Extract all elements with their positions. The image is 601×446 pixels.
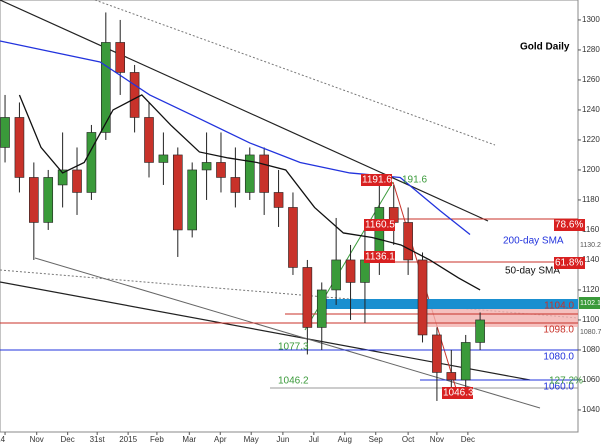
candle-body [302,267,313,328]
x-tick-label: Dec [461,435,475,444]
x-tick-label: Sep [369,435,384,444]
candle-body [72,169,82,193]
annotation: 191.6 [402,175,427,186]
trendline [34,257,541,409]
y-tick-label: 1260 [582,75,600,84]
candle-body [259,154,269,193]
x-tick-label: 2015 [119,435,137,444]
level-label: 1060.0 [543,382,574,393]
annotation: 1191.6 [362,175,392,186]
candle-body [244,154,255,193]
candle-body [230,177,241,193]
candle-body [475,319,485,343]
annotation-box [554,257,585,269]
candle-body [331,259,341,291]
x-tick-label: Nov [430,435,444,444]
candle-body [403,222,413,261]
annotation-box [364,219,395,231]
series-label: 50-day SMA [505,266,560,277]
y-tick-label: 1240 [582,105,600,114]
candle-body [29,177,39,223]
candle-body [187,169,197,231]
y-tick-label: 1300 [582,15,600,24]
y-tick-label: 1160 [582,225,600,234]
x-tick-label: Jun [276,435,289,444]
candle-body [86,132,97,193]
candle-body [14,117,25,178]
annotation: 1046.3 [443,388,474,399]
y-tick-label: 1080 [582,345,600,354]
candle-body [172,154,183,231]
candle-body [446,372,457,381]
x-tick-label: Oct [402,435,415,444]
x-tick-label: Apr [214,435,227,444]
x-tick-label: Dec [61,435,75,444]
annotation: 1136.1 [365,252,395,263]
chart-title: Gold Daily [520,42,570,53]
candle-body [273,192,284,208]
trendline [0,0,489,222]
annotation: 127.2% [549,376,583,387]
x-tick-label: May [244,435,259,444]
level-label: 1080.0 [543,352,574,363]
candle-body [417,259,428,336]
y-tick-label: 1140 [582,255,600,264]
candle-body [144,117,154,163]
annotation: 1046.2 [278,376,309,387]
candle-body [360,259,370,283]
candle-body [129,72,140,118]
annotation: 61.8% [555,258,583,269]
x-tick-label: Mar [182,435,196,444]
annotation: 1080.7 [580,329,601,336]
sma-line [18,94,481,291]
annotation: 1130.2 [580,242,601,249]
level-label: 1098.0 [543,325,574,336]
candle-body [101,42,111,133]
candle-body [0,117,10,148]
y-tick-label: 1120 [582,285,600,294]
candle-body [288,207,298,268]
candle-body [57,169,68,186]
candle-body [158,154,169,163]
annotation-box [364,251,395,263]
sma-line [0,40,471,235]
y-tick-label: 1280 [582,45,600,54]
trendline [94,0,496,146]
y-tick-label: 1100 [582,315,600,324]
y-tick-label: 1200 [582,165,600,174]
series-label: 200-day SMA [503,236,564,247]
candle-body [115,42,126,73]
trendline [0,269,579,319]
x-tick-label: Nov [30,435,44,444]
y-tick-label: 1220 [582,135,600,144]
x-tick-label: 014 [0,435,6,444]
annotation: 1077.3 [278,342,309,353]
level-label: 1104.0 [544,301,574,312]
candle-body [432,334,442,373]
x-tick-label: 31st [90,435,106,444]
annotation-box [442,387,473,399]
zone [325,299,578,309]
candle-body [216,162,226,178]
y-tick-label: 1180 [582,195,600,204]
candle-body [460,342,471,381]
candle-body [201,162,212,171]
annotation: 78.6% [555,220,583,231]
annotation-box [361,174,392,186]
annotation: 1160.5 [365,220,395,231]
candle-body [43,177,54,223]
y-tick-label: 1060 [582,375,600,384]
annotation-box [579,297,600,309]
y-tick-label: 1040 [582,405,600,414]
candle-body [316,289,327,328]
candle-body [345,259,356,283]
x-tick-label: Jul [309,435,319,444]
annotation-box [554,219,585,231]
annotation: 1102.1 [580,300,601,307]
x-tick-label: Aug [338,435,352,444]
x-tick-label: Feb [150,435,164,444]
